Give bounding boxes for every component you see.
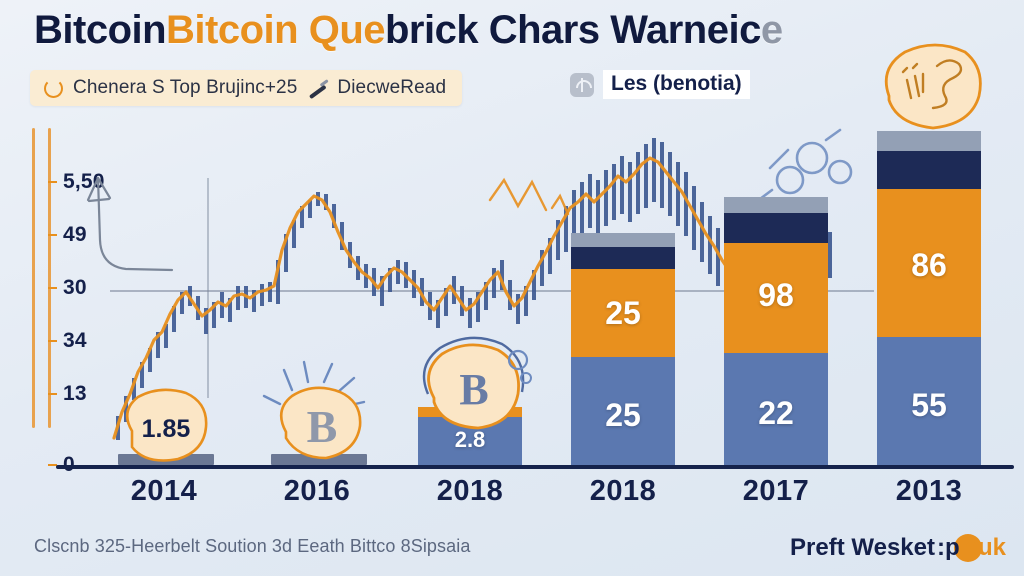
subtitle-text-1: Chenera S Top Brujinc+25 — [73, 77, 298, 98]
y-tick-dash — [48, 233, 57, 237]
bar-segment-blue: 55 — [877, 337, 981, 465]
bar-segment-orange: 86 — [877, 189, 981, 337]
bar-value-label: 25 — [605, 295, 641, 331]
brand-dots: :p — [936, 534, 960, 561]
status-badge-label: Les (benotia) — [603, 70, 750, 99]
y-tick-dash — [48, 392, 57, 396]
pedestal-2 — [271, 454, 367, 465]
brand-mark-icon — [953, 534, 982, 562]
y-axis-line-outer — [32, 128, 35, 428]
brand-name: Preft Wesket — [790, 534, 935, 561]
chip-icon — [570, 72, 594, 97]
bar-segment-blue: 2.8 — [418, 417, 522, 465]
bar-caption — [724, 269, 828, 280]
y-tick-dash — [48, 286, 57, 290]
bar-caption — [571, 387, 675, 398]
x-tick-label-0: 2014 — [130, 475, 198, 507]
y-tick-label: 30 — [63, 276, 87, 299]
bar-2018-b[interactable]: 25 25 — [571, 233, 675, 465]
y-tick-label: 34 — [63, 329, 87, 352]
y-tick-dash — [48, 339, 57, 343]
bar-value-label: 98 — [758, 277, 794, 313]
y-tick-dash — [48, 463, 57, 467]
subtitle-bar[interactable]: Chenera S Top Brujinc+25 DiecweRead — [30, 70, 463, 106]
x-axis-baseline — [56, 465, 1014, 469]
pencil-icon — [307, 77, 328, 98]
y-tick-2: 30 — [48, 276, 87, 300]
title-part-2: Bitcoin Que — [166, 8, 385, 52]
title-part-1: Bitcoin — [34, 8, 167, 52]
y-tick-label: 13 — [63, 382, 87, 405]
x-tick-label-5: 2013 — [895, 475, 963, 507]
bar-2013[interactable]: 86 55 — [877, 131, 981, 465]
bar-value-label: 86 — [911, 247, 947, 283]
bar-caption — [571, 285, 675, 296]
bar-2017[interactable]: 98 22 — [724, 197, 828, 465]
bar-caption — [877, 379, 981, 390]
brand-logo: Preft Wesket :p cuk — [790, 534, 1006, 562]
y-axis-line-inner — [48, 128, 51, 428]
status-badge[interactable]: Les (benotia) — [570, 70, 750, 99]
y-tick-5: 0 — [48, 453, 75, 477]
y-tick-dash — [48, 180, 57, 184]
bar-segment-navy — [724, 213, 828, 243]
page-title: Bitcoin Bitcoin Quebrick Chars Warneice — [34, 8, 783, 53]
bar-value-label: 55 — [911, 387, 947, 423]
bar-value-label: 25 — [605, 397, 641, 433]
bar-value-label: 22 — [758, 395, 794, 431]
y-tick-label: 49 — [63, 223, 87, 246]
bar-segment-orange: 25 — [571, 269, 675, 357]
bar-segment-blue: 25 — [571, 357, 675, 465]
bar-value-label: 2.8 — [454, 427, 486, 452]
bar-segment-grey — [571, 233, 675, 247]
y-tick-3: 34 — [48, 329, 87, 353]
bar-caption — [877, 239, 981, 250]
bar-segment-blue: 22 — [724, 353, 828, 465]
title-part-4: e — [760, 8, 783, 52]
refresh-icon — [44, 78, 63, 98]
y-tick-4: 13 — [48, 382, 87, 406]
pedestal-1 — [118, 454, 214, 465]
bar-segment-navy — [571, 247, 675, 269]
x-tick-label-1: 2016 — [283, 475, 351, 507]
subtitle-text-2: DiecweRead — [337, 77, 447, 98]
bar-segment-grey — [877, 131, 981, 151]
y-tick-1: 49 — [48, 223, 87, 247]
bar-segment-navy — [877, 151, 981, 189]
plot-area: 5,50 49 30 34 13 0 — [0, 43, 1024, 476]
brand-suffix: cuk — [964, 534, 1006, 561]
x-tick-label-4: 2017 — [742, 475, 810, 507]
bar-caption — [724, 385, 828, 396]
bar-segment-orange: 98 — [724, 243, 828, 353]
bar-segment-grey — [724, 197, 828, 213]
footer-note: Clscnb 325-Heerbelt Soution 3d Eeath Bit… — [34, 536, 471, 556]
reference-line-vertical — [207, 178, 209, 398]
bar-2018-a[interactable]: 2.8 — [418, 407, 522, 465]
bar-segment-orange — [418, 407, 522, 417]
title-part-3: brick Chars Warneic — [385, 8, 761, 52]
x-tick-label-3: 2018 — [589, 475, 657, 507]
y-tick-label: 0 — [63, 453, 75, 477]
x-tick-label-2: 2018 — [436, 475, 504, 507]
